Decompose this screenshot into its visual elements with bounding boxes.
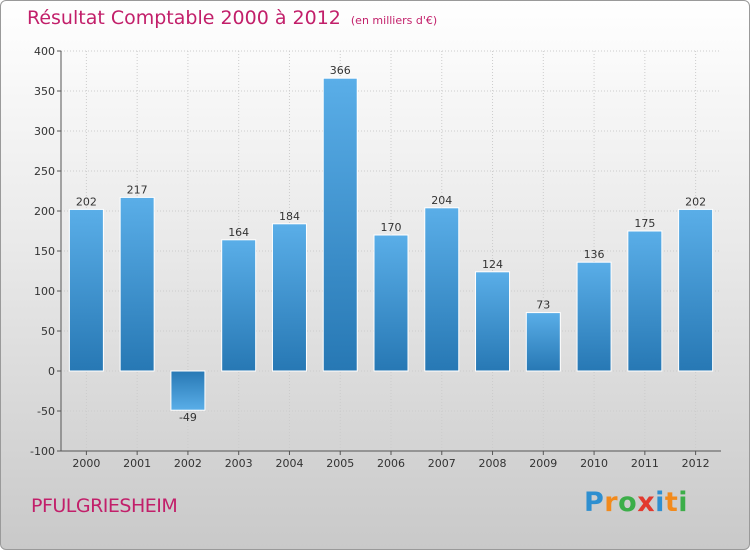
data-label: 366 bbox=[330, 64, 351, 77]
logo-letter: i bbox=[678, 487, 689, 518]
y-tick-label: -100 bbox=[30, 445, 55, 458]
bar bbox=[271, 223, 307, 372]
y-tick-label: 350 bbox=[34, 85, 55, 98]
x-tick-label: 2003 bbox=[225, 457, 253, 470]
y-tick-label: 0 bbox=[48, 365, 55, 378]
bar bbox=[322, 77, 358, 372]
y-tick-label: -50 bbox=[37, 405, 55, 418]
x-tick-label: 2005 bbox=[326, 457, 354, 470]
x-tick-label: 2012 bbox=[682, 457, 710, 470]
chart-title: Résultat Comptable 2000 à 2012 (en millie… bbox=[27, 7, 437, 29]
y-tick-label: 150 bbox=[34, 245, 55, 258]
y-tick-label: 200 bbox=[34, 205, 55, 218]
logo-letter: r bbox=[604, 487, 619, 518]
logo-letter: t bbox=[664, 487, 679, 518]
y-tick-label: 50 bbox=[41, 325, 55, 338]
x-tick-label: 2004 bbox=[275, 457, 303, 470]
y-tick-label: 100 bbox=[34, 285, 55, 298]
y-tick-label: 250 bbox=[34, 165, 55, 178]
data-label: 164 bbox=[228, 226, 249, 239]
data-label: 136 bbox=[584, 248, 605, 261]
x-tick-label: 2008 bbox=[479, 457, 507, 470]
data-label: 204 bbox=[431, 194, 452, 207]
logo-letter: o bbox=[618, 487, 638, 518]
x-tick-label: 2009 bbox=[529, 457, 557, 470]
data-label: 73 bbox=[536, 299, 550, 312]
bar bbox=[576, 261, 612, 372]
data-label: 124 bbox=[482, 258, 503, 271]
data-label: 202 bbox=[76, 195, 97, 208]
bar bbox=[119, 196, 155, 372]
town-name: PFULGRIESHEIM bbox=[31, 495, 178, 517]
bar bbox=[424, 207, 460, 372]
data-label: 184 bbox=[279, 210, 300, 223]
x-tick-label: 2010 bbox=[580, 457, 608, 470]
x-tick-label: 2002 bbox=[174, 457, 202, 470]
data-label: 175 bbox=[634, 217, 655, 230]
proxiti-logo: Proxiti bbox=[584, 487, 688, 518]
data-labels: 202 217 -49 164 184 366 170 204 124 73 136 175 202 bbox=[76, 64, 706, 424]
y-tick-label: 300 bbox=[34, 125, 55, 138]
data-label: 170 bbox=[381, 221, 402, 234]
x-tick-label: 2007 bbox=[428, 457, 456, 470]
bar bbox=[475, 271, 511, 372]
logo-letter: P bbox=[584, 487, 605, 518]
bar bbox=[627, 230, 663, 372]
x-tick-label: 2011 bbox=[631, 457, 659, 470]
data-label: -49 bbox=[179, 411, 197, 424]
x-tick-label: 2006 bbox=[377, 457, 405, 470]
logo-letter: x bbox=[637, 487, 656, 518]
chart-subtitle: (en milliers d'€) bbox=[350, 14, 438, 27]
bar bbox=[525, 312, 561, 372]
data-label: 202 bbox=[685, 195, 706, 208]
logo-letter: i bbox=[655, 487, 665, 518]
bar bbox=[678, 208, 714, 372]
x-tick-label: 2000 bbox=[72, 457, 100, 470]
bar bbox=[221, 239, 257, 372]
chart-title-text: Résultat Comptable 2000 à 2012 bbox=[27, 7, 341, 29]
y-tick-label: 400 bbox=[34, 45, 55, 58]
bar bbox=[170, 370, 206, 411]
axes: -100 -50 0 50 100 150 200 250 300 350 400 2000 2001 2… bbox=[30, 45, 721, 470]
bar bbox=[68, 208, 104, 372]
bar bbox=[373, 234, 409, 372]
data-label: 217 bbox=[127, 183, 148, 196]
x-tick-label: 2001 bbox=[123, 457, 151, 470]
bars bbox=[68, 77, 714, 411]
